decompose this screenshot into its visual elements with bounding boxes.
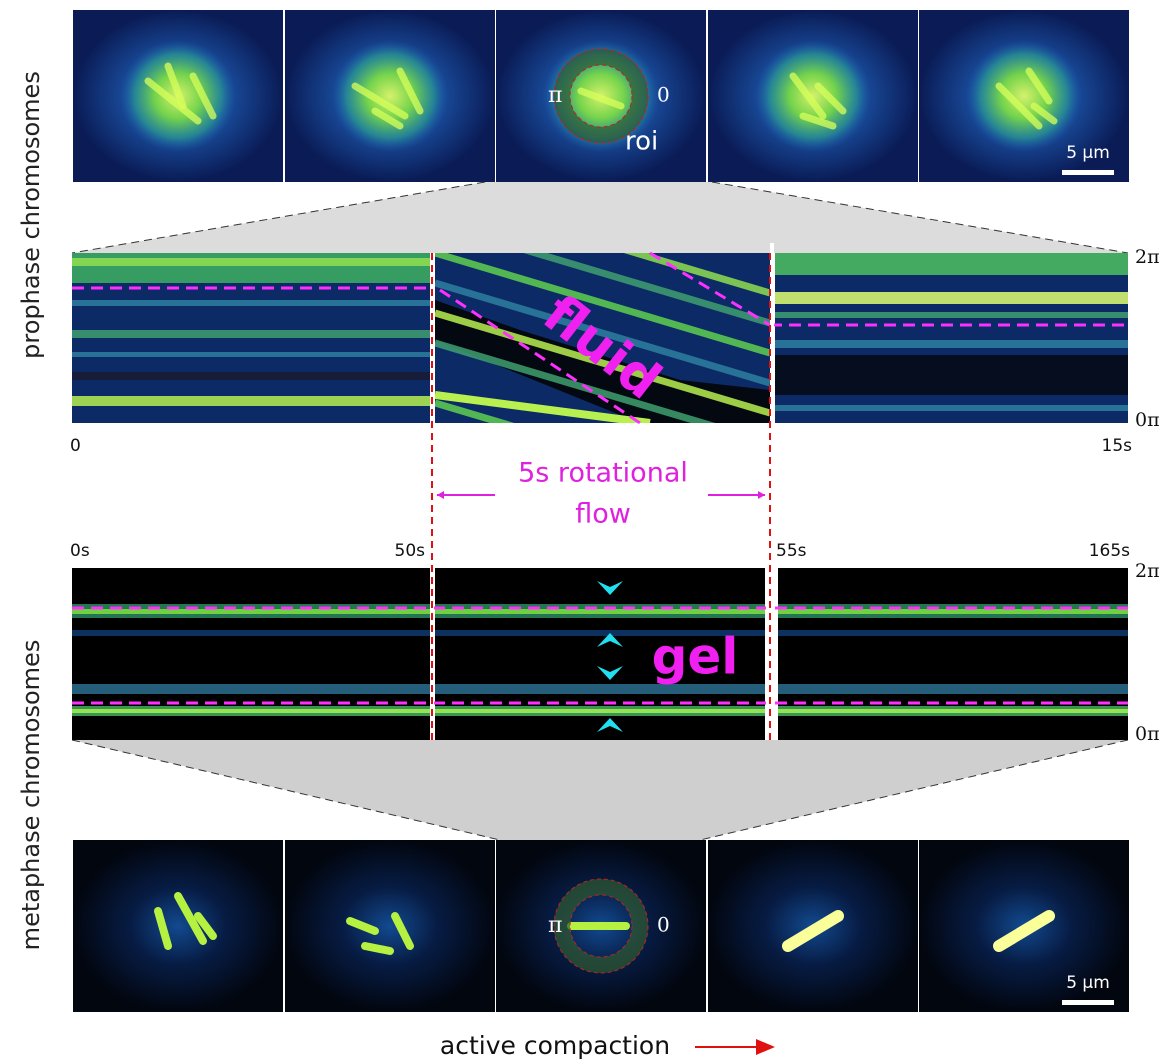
- time-label: 0s: [70, 541, 90, 561]
- scale-bar: [1062, 1000, 1114, 1005]
- axis-label: 0: [70, 436, 81, 456]
- zoom-wedge: [72, 740, 1128, 840]
- axis-label: 2π: [1135, 560, 1160, 582]
- arrowhead: [758, 491, 765, 499]
- flow-label: 5s rotational: [518, 458, 688, 489]
- stripe: [435, 609, 765, 614]
- annotation: gel: [652, 628, 739, 686]
- stripe: [72, 630, 430, 636]
- stripe: [72, 300, 430, 306]
- stripe: [72, 684, 430, 694]
- figure: π05 µmπ05 µmroifluidgel prophase chromos…: [0, 0, 1173, 1064]
- axis-label: 2π: [1135, 246, 1160, 268]
- stripe: [72, 253, 430, 283]
- phase-label: 0: [657, 913, 670, 937]
- scale-label: 5 µm: [1066, 973, 1110, 993]
- stripe: [775, 312, 1128, 318]
- time-label: 55s: [776, 541, 807, 561]
- stripe: [778, 630, 1128, 636]
- side-label: prophase chromosomes: [17, 71, 45, 359]
- scale-bar: [1062, 170, 1114, 175]
- phase-label: π: [548, 913, 562, 938]
- roi-label: roi: [625, 127, 658, 157]
- stripe: [72, 352, 430, 357]
- arrowhead: [756, 1039, 775, 1055]
- arrowhead: [437, 491, 444, 499]
- chromosome-blob: [332, 40, 448, 152]
- image-tile: [73, 840, 283, 1012]
- footer-label: active compaction: [440, 1031, 670, 1060]
- axis-label: 15s: [1102, 436, 1133, 456]
- zoom-wedge: [72, 182, 1128, 253]
- image-tile: [285, 840, 495, 1012]
- kymograph: [775, 253, 1128, 423]
- flow-label: flow: [575, 499, 631, 530]
- stripe: [72, 396, 430, 406]
- stripe: [778, 709, 1128, 713]
- axis-label: 0π: [1135, 723, 1160, 745]
- time-label: 50s: [395, 541, 426, 561]
- stripe: [775, 355, 1128, 395]
- phase-label: π: [548, 83, 562, 108]
- stripe: [775, 340, 1128, 348]
- stripe: [775, 292, 1128, 304]
- chromosome-blob: [755, 40, 871, 152]
- phase-label: 0: [657, 83, 670, 107]
- stripe: [775, 253, 1128, 275]
- stripe: [72, 258, 430, 266]
- side-label: metaphase chromosomes: [17, 640, 45, 951]
- chromosome-blob: [966, 40, 1082, 152]
- stripe: [435, 684, 765, 694]
- scale-label: 5 µm: [1066, 143, 1110, 163]
- chromosome: [365, 946, 390, 951]
- stripe: [72, 609, 430, 614]
- stripe: [778, 684, 1128, 694]
- stripe: [778, 609, 1128, 614]
- stripe: [72, 709, 430, 713]
- axis-label: 0π: [1135, 409, 1160, 431]
- stripe: [435, 709, 765, 713]
- stripe: [72, 372, 430, 380]
- stripe: [72, 330, 430, 338]
- stripe: [775, 405, 1128, 411]
- page: π05 µmπ05 µmroifluidgel prophase chromos…: [0, 0, 1173, 1064]
- time-label: 165s: [1089, 541, 1130, 561]
